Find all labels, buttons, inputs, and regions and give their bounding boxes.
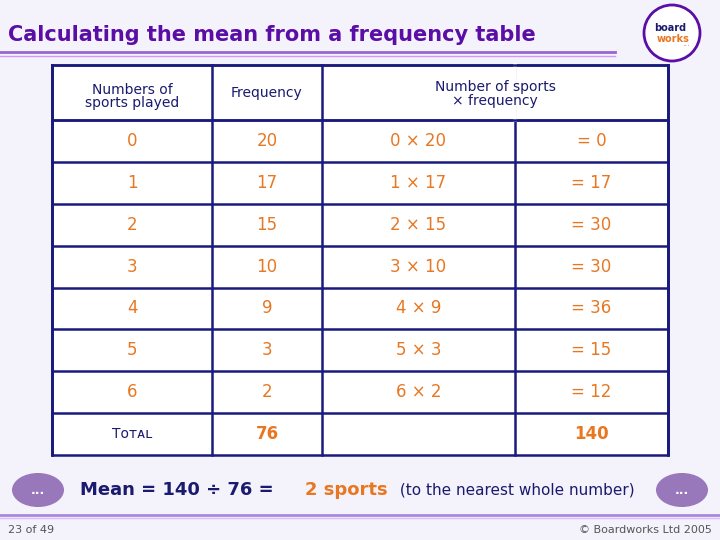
Circle shape (644, 5, 700, 61)
Text: works: works (657, 34, 690, 44)
Text: × frequency: × frequency (452, 93, 538, 107)
Text: 10: 10 (256, 258, 278, 275)
Text: 15: 15 (256, 215, 278, 234)
Text: = 17: = 17 (572, 174, 611, 192)
Text: 2 × 15: 2 × 15 (390, 215, 446, 234)
Text: 17: 17 (256, 174, 278, 192)
Text: 4 × 9: 4 × 9 (396, 300, 441, 318)
Text: © Boardworks Ltd 2005: © Boardworks Ltd 2005 (579, 525, 712, 535)
Text: = 30: = 30 (572, 258, 611, 275)
Text: = 36: = 36 (572, 300, 611, 318)
Text: ...: ... (682, 38, 690, 48)
Text: 4: 4 (127, 300, 138, 318)
Bar (52, 65, 668, 455)
Text: 6: 6 (127, 383, 138, 401)
Text: 140: 140 (574, 425, 609, 443)
Text: 1: 1 (127, 174, 138, 192)
Text: = 0: = 0 (577, 132, 606, 150)
Text: 76: 76 (256, 425, 279, 443)
Text: 5 × 3: 5 × 3 (396, 341, 441, 359)
Text: = 12: = 12 (571, 383, 612, 401)
Text: 2 sports: 2 sports (305, 481, 387, 499)
Text: 0: 0 (127, 132, 138, 150)
Text: Number of sports: Number of sports (435, 79, 555, 93)
Text: Tᴏᴛᴀʟ: Tᴏᴛᴀʟ (112, 427, 152, 441)
Text: = 15: = 15 (572, 341, 611, 359)
Text: (to the nearest whole number): (to the nearest whole number) (395, 483, 634, 497)
Text: ...: ... (31, 483, 45, 496)
Text: 1 × 17: 1 × 17 (390, 174, 446, 192)
Text: 3: 3 (127, 258, 138, 275)
Text: Calculating the mean from a frequency table: Calculating the mean from a frequency ta… (8, 25, 536, 45)
Text: ...: ... (675, 483, 689, 496)
Text: sports played: sports played (85, 96, 179, 110)
Ellipse shape (656, 473, 708, 507)
Text: 5: 5 (127, 341, 138, 359)
Text: Mean = 140 ÷ 76 =: Mean = 140 ÷ 76 = (80, 481, 280, 499)
Text: 9: 9 (262, 300, 272, 318)
Ellipse shape (12, 473, 64, 507)
Text: 6 × 2: 6 × 2 (396, 383, 441, 401)
Text: 23 of 49: 23 of 49 (8, 525, 54, 535)
Text: Numbers of: Numbers of (91, 83, 172, 97)
Text: Frequency: Frequency (231, 85, 303, 99)
Text: 20: 20 (256, 132, 278, 150)
Text: = 30: = 30 (572, 215, 611, 234)
Text: board: board (654, 23, 686, 33)
Text: 3: 3 (261, 341, 272, 359)
Text: 0 × 20: 0 × 20 (390, 132, 446, 150)
Text: 2: 2 (127, 215, 138, 234)
Text: 2: 2 (261, 383, 272, 401)
Text: 3 × 10: 3 × 10 (390, 258, 446, 275)
